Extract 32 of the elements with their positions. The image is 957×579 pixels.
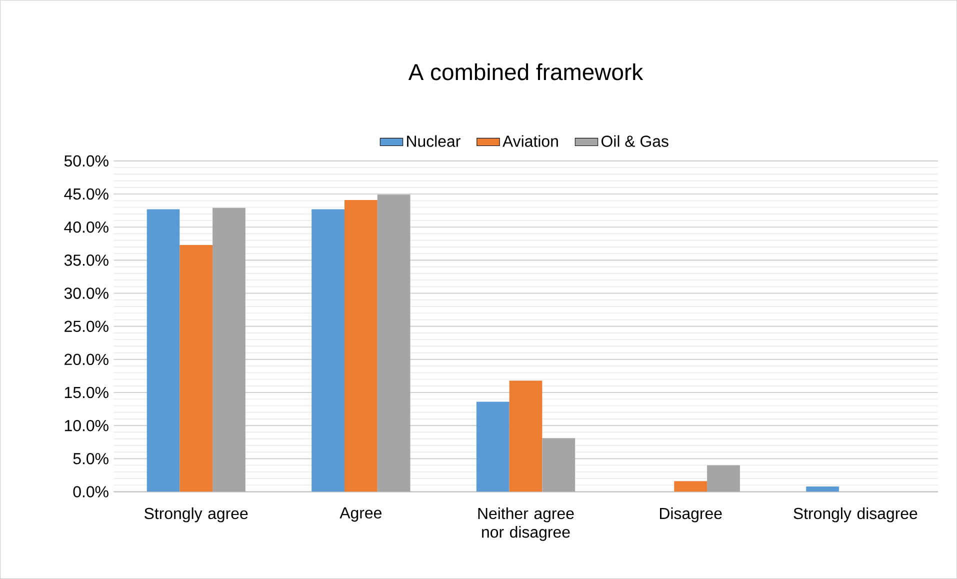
bar	[542, 438, 576, 492]
legend-label: Aviation	[502, 135, 558, 147]
x-tick-label: Disagree	[660, 507, 722, 522]
y-tick-label: 45.0%	[64, 188, 108, 200]
x-tick-label: Neither agree nor disagree	[478, 507, 574, 541]
y-tick-label: 25.0%	[64, 320, 108, 332]
y-tick-label: 40.0%	[64, 221, 108, 233]
y-tick-label: 35.0%	[64, 254, 108, 266]
x-tick-label: Strongly agree	[144, 507, 248, 522]
bar	[476, 402, 510, 492]
legend-label: Nuclear	[407, 135, 460, 147]
legend-label: Oil & Gas	[602, 135, 668, 147]
chart-title: A combined framework	[408, 63, 644, 80]
bar	[806, 486, 839, 492]
y-tick-label: 10.0%	[64, 420, 108, 432]
y-tick-label: 0.0%	[73, 486, 108, 498]
bar	[344, 200, 378, 492]
y-tick-label: 15.0%	[64, 386, 108, 398]
bar	[707, 465, 740, 492]
y-tick-label: 50.0%	[64, 155, 108, 167]
bar	[312, 209, 344, 492]
y-tick-label: 5.0%	[73, 453, 108, 464]
y-tick-label: 20.0%	[64, 354, 108, 366]
bar	[212, 208, 246, 492]
x-tick-label: Strongly disagree	[794, 507, 918, 522]
x-tick-label: Agree	[340, 507, 382, 522]
bar	[509, 380, 542, 492]
bar	[146, 209, 180, 492]
bar	[377, 194, 410, 492]
y-tick-label: 30.0%	[64, 288, 108, 299]
bar	[674, 481, 708, 492]
bar	[180, 244, 213, 492]
